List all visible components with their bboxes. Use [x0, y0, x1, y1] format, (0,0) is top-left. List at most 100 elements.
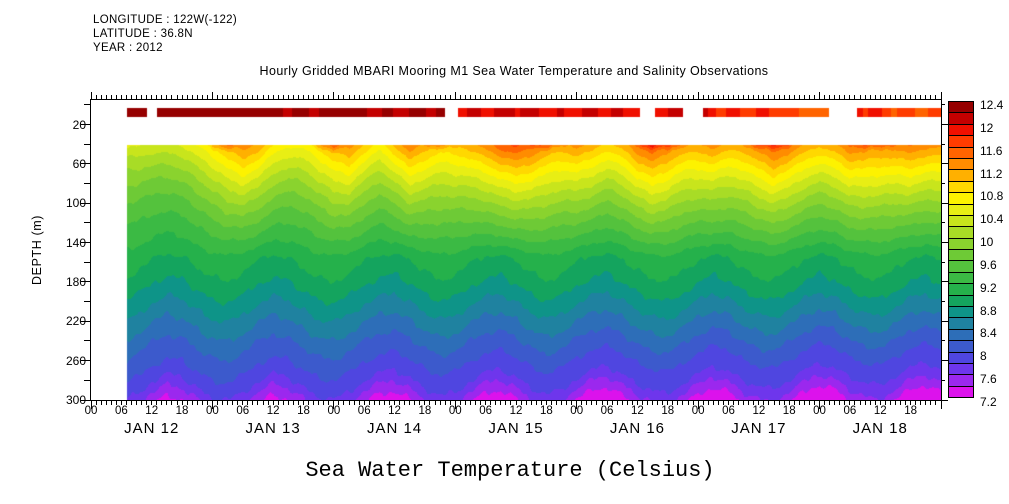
x-tick [409, 400, 411, 405]
x-tick-top [677, 95, 679, 100]
x-tick [586, 400, 588, 405]
x-tick [905, 400, 907, 405]
x-hour-label: 00 [84, 405, 98, 417]
year-label: YEAR : 2012 [93, 42, 163, 54]
x-tick-top [136, 95, 138, 100]
colorbar-tick-label: 7.2 [980, 395, 997, 409]
colorbar-cell [949, 135, 973, 147]
x-tick [444, 400, 446, 405]
x-tick [469, 400, 471, 405]
x-day-label: JAN 13 [245, 420, 301, 437]
y-tick-label: 60 [72, 156, 86, 171]
x-tick-top [414, 95, 416, 100]
x-tick [879, 400, 881, 405]
x-tick [758, 400, 760, 405]
x-tick-top [717, 95, 719, 100]
x-tick [566, 400, 568, 405]
x-tick [429, 400, 431, 405]
x-tick-top [763, 95, 765, 100]
x-tick-top [383, 95, 385, 100]
colorbar-tick-label: 12 [980, 120, 994, 135]
x-tick-top [454, 92, 456, 100]
x-tick-top [910, 95, 912, 100]
x-tick [434, 400, 436, 405]
x-tick [166, 400, 168, 405]
y-tick [84, 104, 90, 106]
colorbar-cell [949, 112, 973, 124]
x-tick-top [211, 92, 213, 100]
y-tick [84, 143, 90, 145]
x-tick [161, 400, 163, 405]
y-tick-label: 260 [65, 353, 86, 368]
x-tick [920, 400, 922, 405]
x-tick-top [439, 95, 441, 100]
x-tick [485, 400, 487, 405]
colorbar-tick-label: 11.2 [980, 166, 1003, 181]
x-tick-top [641, 95, 643, 100]
colorbar [948, 101, 974, 398]
y-tick-label: 180 [65, 274, 86, 289]
x-tick [378, 400, 380, 405]
x-tick [454, 400, 456, 409]
y-tick-label: 140 [65, 235, 86, 250]
x-tick [940, 400, 942, 409]
colorbar-cell [949, 306, 973, 318]
x-tick-top [748, 95, 750, 100]
x-tick-top [115, 95, 117, 100]
y-tick-right [941, 320, 948, 322]
x-tick [849, 400, 851, 405]
y-tick [81, 163, 90, 165]
x-tick [687, 400, 689, 405]
x-tick [884, 400, 886, 405]
x-tick [773, 400, 775, 405]
colorbar-tick-label: 9.2 [980, 280, 997, 295]
x-tick [115, 400, 117, 405]
x-tick [829, 400, 831, 405]
x-tick-top [399, 95, 401, 100]
x-tick-top [485, 95, 487, 100]
x-tick-top [156, 95, 158, 100]
x-tick [282, 400, 284, 405]
x-tick [500, 400, 502, 405]
x-tick-top [125, 95, 127, 100]
x-hour-label: 00 [691, 405, 705, 417]
x-tick-top [611, 95, 613, 100]
x-tick [313, 400, 315, 405]
x-tick-top [621, 95, 623, 100]
x-tick [216, 400, 218, 405]
x-tick-top [515, 95, 517, 100]
x-tick [348, 400, 350, 405]
colorbar-tick-label: 12.4 [980, 98, 1004, 112]
x-tick [611, 400, 613, 405]
x-tick-top [459, 95, 461, 100]
x-tick [550, 400, 552, 405]
x-tick [206, 400, 208, 405]
x-tick-top [201, 95, 203, 100]
x-tick [272, 400, 274, 405]
x-tick-top [778, 95, 780, 100]
x-tick [555, 400, 557, 405]
x-tick [505, 400, 507, 405]
x-tick-top [925, 95, 927, 100]
x-hour-label: 12 [509, 405, 523, 417]
x-tick [900, 400, 902, 405]
x-tick-top [378, 95, 380, 100]
x-tick [839, 400, 841, 405]
y-tick [81, 281, 90, 283]
figure-caption: Sea Water Temperature (Celsius) [305, 458, 715, 483]
x-tick-top [874, 95, 876, 100]
x-tick [631, 400, 633, 405]
x-tick-top [191, 95, 193, 100]
y-tick-right [941, 222, 945, 224]
y-tick [84, 379, 90, 381]
y-tick [84, 222, 90, 224]
x-tick [90, 400, 92, 409]
x-tick-top [889, 95, 891, 100]
x-tick [672, 400, 674, 405]
colorbar-cell [949, 123, 973, 136]
x-tick-top [358, 95, 360, 100]
colorbar-cell [949, 192, 973, 204]
x-tick [464, 400, 466, 405]
colorbar-cell [949, 340, 973, 352]
colorbar-cell [949, 157, 973, 170]
